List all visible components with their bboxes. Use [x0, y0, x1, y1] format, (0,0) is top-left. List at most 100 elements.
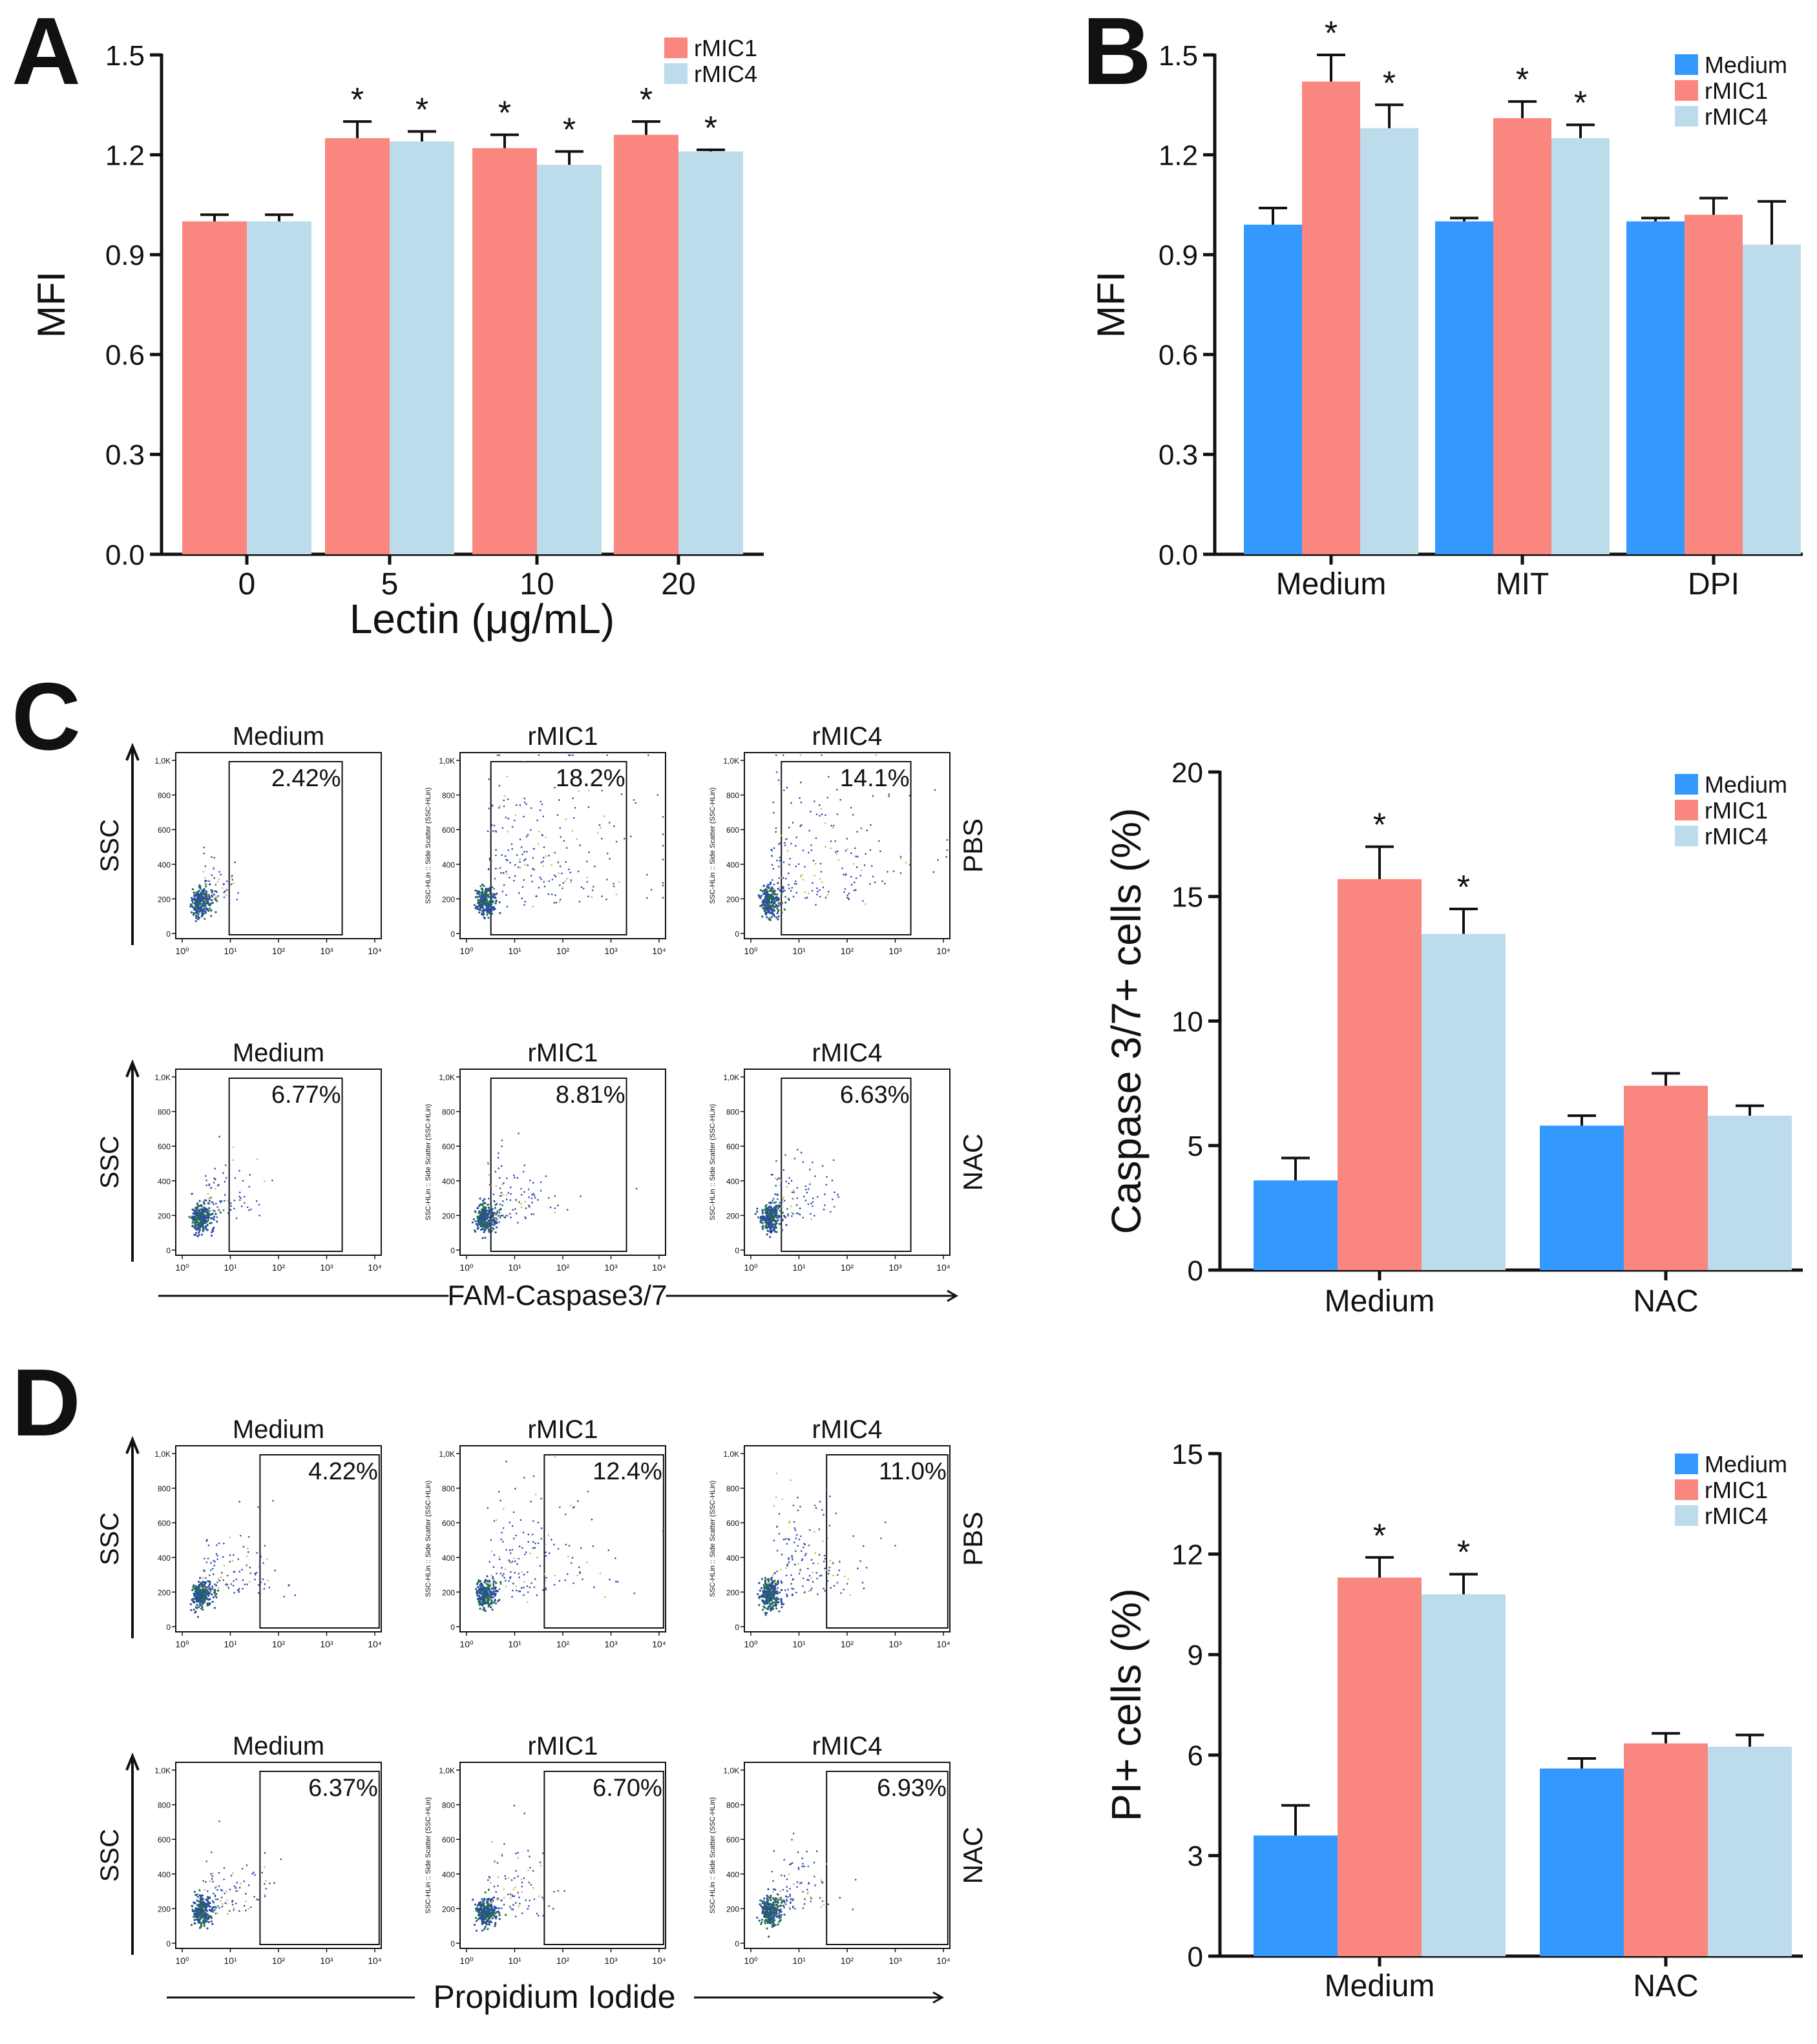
scatter-dot [190, 1609, 193, 1611]
scatter-dot [529, 1855, 530, 1858]
scatter-dot [211, 1875, 214, 1877]
scatter-dot [488, 1923, 491, 1926]
scatter-dot [196, 1597, 198, 1600]
scatter-dot [257, 1899, 259, 1901]
y-tick-label: 600 [726, 1519, 739, 1528]
y-tick-label: 0.9 [105, 240, 145, 271]
scatter-dot [764, 1205, 767, 1208]
scatter-dot [774, 1230, 777, 1233]
scatter-dot [481, 901, 484, 904]
scatter-dot [496, 1222, 498, 1224]
y-tick-label: 15 [1171, 1439, 1203, 1470]
x-tick-label: Medium [1325, 1284, 1435, 1319]
scatter-dot [519, 839, 521, 840]
scatter-dot [776, 1549, 779, 1552]
legend-label-rmic1: rMIC1 [1705, 797, 1768, 824]
scatter-dot [490, 1185, 492, 1187]
scatter-dot [499, 1581, 502, 1583]
scatter-dot [764, 1577, 767, 1580]
scatter-dot [513, 1877, 516, 1879]
scatter-dot [557, 1548, 560, 1550]
scatter-dot [218, 1872, 220, 1874]
y-tick-label: 400 [158, 1177, 171, 1186]
x-tick-label: 10¹ [224, 1639, 237, 1649]
scatter-dot [487, 1220, 490, 1222]
scatter-dot [476, 1224, 479, 1227]
scatter-dot [762, 889, 765, 892]
scatter-dot [533, 1898, 536, 1901]
scatter-dot [554, 1195, 556, 1197]
bar-medium-medium [1254, 1835, 1338, 1956]
scatter-dot [536, 1594, 538, 1596]
scatter-dot [232, 1159, 234, 1162]
scatter-dot [227, 1212, 229, 1215]
scatter-dot [211, 1878, 213, 1880]
bar-rmic1-medium [1302, 81, 1360, 554]
scatter-dot [190, 897, 193, 899]
scatter-dot [516, 854, 518, 856]
scatter-dot [206, 902, 209, 904]
gate-rectangle [826, 1454, 949, 1629]
scatter-dot [211, 1593, 213, 1596]
scatter-dot [203, 852, 205, 855]
gate-percentage: 11.0% [879, 1458, 947, 1485]
legend-label-medium: Medium [1705, 52, 1787, 78]
scatter-dot [768, 1213, 770, 1216]
scatter-dot [486, 1575, 488, 1578]
scatter-dot [200, 1607, 203, 1610]
scatter-dot [256, 1898, 258, 1901]
scatter-dot [601, 895, 603, 897]
bar-rmic1-10 [472, 148, 537, 554]
scatter-dot [493, 1520, 496, 1522]
scatter-dot [795, 1591, 797, 1594]
x-tick-label: 10⁰ [744, 1639, 758, 1649]
scatter-dot [523, 1477, 525, 1479]
scatter-dot [474, 907, 477, 910]
scatter-dot [812, 859, 815, 862]
scatter-dot [615, 840, 618, 843]
scatter-dot [495, 849, 497, 851]
y-tick-label: 800 [158, 1485, 171, 1494]
scatter-dot [772, 868, 775, 870]
x-tick-label: 10² [272, 1639, 286, 1649]
scatter-dot [482, 1216, 485, 1218]
x-tick-label: 10⁰ [744, 946, 758, 956]
scatter-dot [848, 898, 850, 901]
y-tick-label: 600 [442, 1142, 455, 1151]
x-tick-label: 10¹ [224, 946, 237, 956]
scatter-dot [200, 1604, 202, 1607]
scatter-dot [823, 1208, 825, 1211]
scatter-dot [909, 848, 912, 850]
scatter-dot [824, 1567, 826, 1570]
scatter-dot [202, 871, 204, 873]
scatter-dot [779, 1904, 781, 1907]
scatter-dot [543, 1543, 546, 1545]
scatter-dot [812, 1571, 814, 1574]
scatter-dot [495, 1581, 498, 1584]
scatter-dot [500, 1192, 503, 1194]
scatter-dot [761, 1212, 764, 1215]
scatter-dot [759, 889, 762, 892]
x-tick-label: 10³ [604, 1262, 618, 1273]
scatter-dot [826, 1176, 828, 1178]
scatter-dot [206, 1586, 209, 1589]
scatter-dot [497, 1876, 499, 1879]
scatter-dot [488, 1580, 490, 1582]
scatter-dot [861, 1581, 864, 1584]
scatter-dot [899, 855, 902, 858]
scatter-dot [488, 902, 490, 904]
scatter-dot [762, 899, 764, 902]
scatter-dot [547, 893, 550, 895]
scatter-dot [793, 1527, 796, 1529]
scatter-dot [772, 1901, 775, 1904]
scatter-dot [545, 855, 547, 857]
scatter-dot [476, 1586, 479, 1589]
scatter-dot [761, 1596, 763, 1598]
y-tick-label: 600 [726, 1142, 739, 1151]
scatter-dot [483, 1213, 485, 1215]
gate-percentage: 12.4% [593, 1458, 662, 1485]
scatter-dot [527, 1601, 529, 1603]
y-tick-label: 200 [158, 1588, 171, 1597]
legend-swatch-rmic1 [1675, 800, 1698, 820]
